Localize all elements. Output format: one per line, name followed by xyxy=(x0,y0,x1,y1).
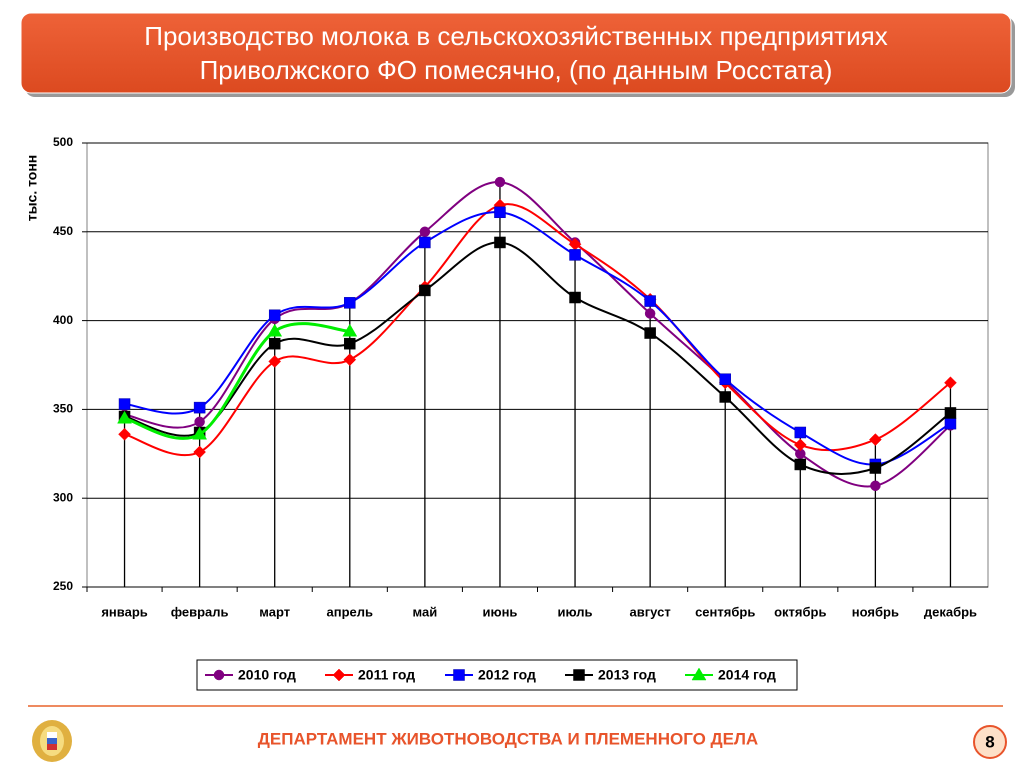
marker xyxy=(944,407,957,419)
plot-area xyxy=(86,142,989,588)
legend-items: 2010 год 2011 год 2012 год 2013 год 2014 год xyxy=(205,667,776,683)
y-tick-label: 250 xyxy=(53,579,73,593)
x-tick-label: декабрь xyxy=(924,604,977,619)
marker xyxy=(344,297,356,309)
marker xyxy=(794,458,807,471)
x-tick-label: апрель xyxy=(327,604,374,619)
marker xyxy=(343,353,357,367)
y-tick-label: 500 xyxy=(53,135,73,149)
legend-label: 2013 год xyxy=(598,667,656,683)
marker xyxy=(332,668,346,682)
y-tick-label: 400 xyxy=(53,313,73,327)
x-tick-label: май xyxy=(413,604,438,619)
marker xyxy=(117,410,132,424)
marker xyxy=(419,226,431,238)
title-banner xyxy=(20,12,1012,94)
x-tick-label: октябрь xyxy=(774,604,826,619)
title-line: Производство молока в сельскохозяйственн… xyxy=(144,21,887,51)
marker xyxy=(944,376,957,390)
marker xyxy=(193,445,206,459)
marker xyxy=(644,295,656,307)
series-line xyxy=(124,181,952,488)
marker xyxy=(213,669,225,681)
marker xyxy=(419,236,431,249)
marker xyxy=(573,669,585,681)
legend-label: 2012 год xyxy=(478,667,536,683)
page-number: 8 xyxy=(985,732,994,751)
series-line xyxy=(124,322,350,440)
marker xyxy=(869,433,882,446)
y-tick-label: 450 xyxy=(53,224,73,238)
marker xyxy=(691,667,707,681)
marker xyxy=(194,416,205,428)
marker xyxy=(118,427,131,441)
title-line: Приволжского ФО помесячно, (по данным Ро… xyxy=(200,55,833,85)
marker xyxy=(118,398,131,410)
x-tick-label: сентябрь xyxy=(695,604,755,619)
x-tick-label: январь xyxy=(101,604,147,619)
marker xyxy=(869,462,882,474)
logo xyxy=(32,720,72,762)
marker xyxy=(794,426,807,439)
marker xyxy=(267,323,283,337)
x-tick-label: февраль xyxy=(171,604,229,619)
marker xyxy=(569,291,581,304)
page-badge xyxy=(973,725,1007,759)
marker xyxy=(870,480,881,492)
marker xyxy=(719,373,731,385)
plot: 250 300 350 400 450 500 январь февраль март апрел… xyxy=(53,135,989,619)
marker xyxy=(268,355,282,368)
x-tick-label: июнь xyxy=(482,604,517,619)
marker xyxy=(419,284,431,297)
marker xyxy=(268,337,281,350)
x-tick-label: март xyxy=(259,604,290,619)
marker xyxy=(192,426,208,440)
marker xyxy=(344,337,356,350)
marker xyxy=(268,309,281,322)
footer-text: ДЕПАРТАМЕНТ ЖИВОТНОВОДСТВА И ПЛЕМЕННОГО … xyxy=(258,729,758,748)
y-tick-label: 350 xyxy=(53,402,73,416)
marker xyxy=(569,249,581,261)
marker xyxy=(494,236,506,249)
marker xyxy=(944,417,957,430)
x-tick-label: июль xyxy=(558,604,593,619)
x-tick-label: август xyxy=(630,604,671,619)
y-tick-label: 300 xyxy=(53,490,73,504)
marker xyxy=(644,308,656,319)
marker xyxy=(494,206,506,219)
marker xyxy=(793,438,807,452)
marker xyxy=(342,323,358,337)
marker xyxy=(193,401,206,414)
marker xyxy=(494,176,506,188)
legend-label: 2014 год xyxy=(718,667,776,683)
marker xyxy=(719,391,731,403)
legend-label: 2010 год xyxy=(238,667,296,683)
x-tick-label: ноябрь xyxy=(852,604,899,619)
y-axis-label: тыс. тонн xyxy=(24,155,40,222)
marker xyxy=(644,327,656,339)
legend-label: 2011 год xyxy=(358,667,415,683)
marker xyxy=(453,669,465,681)
